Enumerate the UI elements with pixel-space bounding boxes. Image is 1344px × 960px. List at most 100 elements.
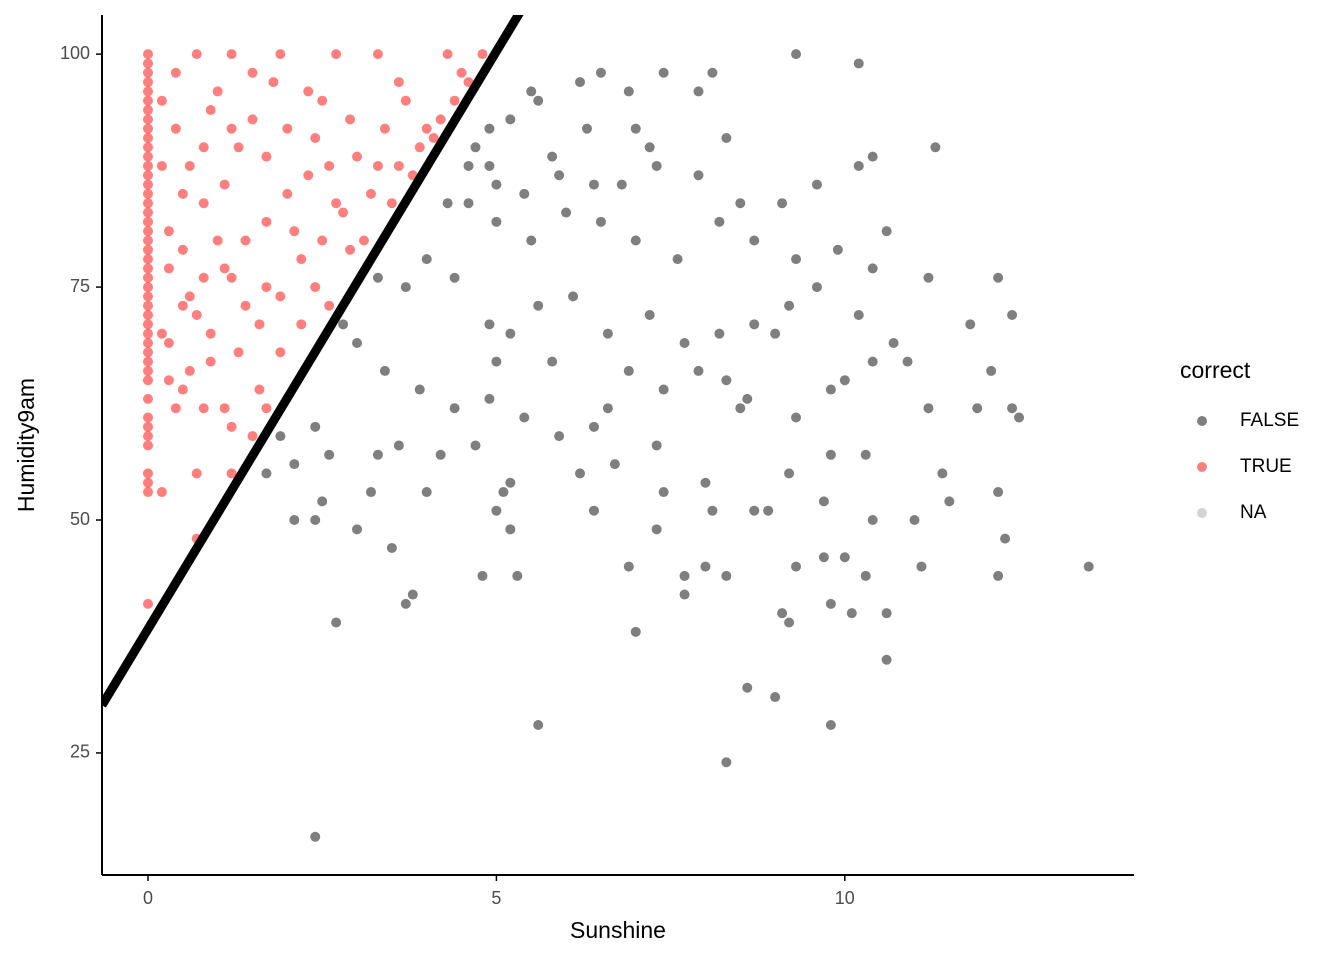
data-point (700, 477, 711, 488)
data-point (275, 347, 286, 358)
data-point (142, 151, 153, 162)
data-point (400, 282, 411, 293)
data-point (651, 160, 662, 171)
data-point (867, 515, 878, 526)
data-point (853, 310, 864, 321)
data-point (393, 77, 404, 88)
data-point (944, 496, 955, 507)
data-point (421, 487, 432, 498)
data-point (505, 114, 516, 125)
data-point (707, 505, 718, 516)
data-point (825, 449, 836, 460)
data-point (421, 254, 432, 265)
data-point (602, 403, 613, 414)
data-point (303, 86, 314, 97)
data-point (867, 263, 878, 274)
data-point (177, 300, 188, 311)
data-point (317, 95, 328, 106)
data-point (547, 356, 558, 367)
data-point (205, 328, 216, 339)
data-point (324, 300, 335, 311)
data-point (156, 160, 167, 171)
data-point (770, 328, 781, 339)
data-point (791, 561, 802, 572)
data-point (282, 123, 293, 134)
data-point (784, 468, 795, 479)
data-point (435, 114, 446, 125)
y-tick-label: 75 (70, 276, 90, 296)
data-point (142, 160, 153, 171)
data-point (644, 310, 655, 321)
data-point (846, 608, 857, 619)
data-point (491, 356, 502, 367)
data-point (595, 67, 606, 78)
data-point (658, 67, 669, 78)
data-point (142, 49, 153, 60)
data-point (142, 58, 153, 69)
data-point (233, 142, 244, 153)
data-point (554, 431, 565, 442)
data-point (533, 719, 544, 730)
data-point (310, 132, 321, 143)
data-point (609, 459, 620, 470)
data-point (142, 356, 153, 367)
data-point (735, 403, 746, 414)
legend-key (1197, 462, 1207, 472)
data-point (156, 95, 167, 106)
data-point (449, 95, 460, 106)
data-point (407, 589, 418, 600)
data-point (881, 226, 892, 237)
y-tick-label: 50 (70, 509, 90, 529)
data-point (588, 179, 599, 190)
data-point (791, 412, 802, 423)
data-point (777, 198, 788, 209)
data-point (986, 365, 997, 376)
data-point (393, 440, 404, 451)
data-point (142, 291, 153, 302)
data-point (463, 160, 474, 171)
data-point (860, 449, 871, 460)
data-point (700, 561, 711, 572)
data-point (142, 226, 153, 237)
data-point (142, 440, 153, 451)
data-point (561, 207, 572, 218)
data-point (142, 77, 153, 88)
data-point (142, 95, 153, 106)
data-point (142, 142, 153, 153)
data-point (651, 440, 662, 451)
x-tick-label: 10 (835, 888, 855, 908)
fit-line (102, 15, 524, 708)
data-point (630, 123, 641, 134)
data-point (142, 114, 153, 125)
data-point (177, 384, 188, 395)
legend-key (1197, 416, 1207, 426)
data-point (491, 505, 502, 516)
data-point (205, 356, 216, 367)
data-point (240, 300, 251, 311)
data-point (163, 337, 174, 348)
data-point (547, 151, 558, 162)
data-point (735, 198, 746, 209)
data-point (331, 617, 342, 628)
data-point (184, 365, 195, 376)
data-point (359, 235, 370, 246)
data-point (832, 244, 843, 255)
data-point (352, 337, 363, 348)
data-point (923, 272, 934, 283)
data-point (372, 49, 383, 60)
data-point (212, 235, 223, 246)
data-point (247, 67, 258, 78)
data-point (881, 654, 892, 665)
data-point (156, 487, 167, 498)
data-point (261, 403, 272, 414)
data-point (630, 626, 641, 637)
legend-label: FALSE (1240, 410, 1299, 431)
data-point (491, 179, 502, 190)
data-point (505, 328, 516, 339)
data-point (749, 319, 760, 330)
data-point (449, 403, 460, 414)
data-point (588, 505, 599, 516)
data-point (484, 160, 495, 171)
data-point (142, 328, 153, 339)
